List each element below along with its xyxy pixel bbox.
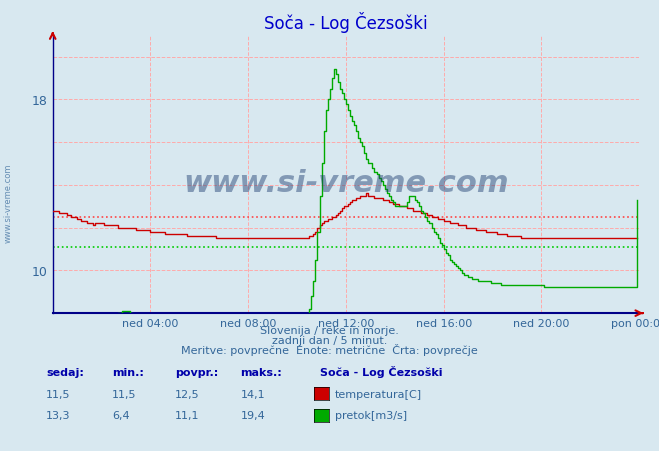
Text: povpr.:: povpr.: bbox=[175, 367, 218, 377]
Text: www.si-vreme.com: www.si-vreme.com bbox=[3, 163, 13, 243]
Text: 13,3: 13,3 bbox=[46, 410, 71, 420]
Text: 14,1: 14,1 bbox=[241, 389, 265, 399]
Title: Soča - Log Čezsoški: Soča - Log Čezsoški bbox=[264, 12, 428, 33]
Text: Soča - Log Čezsoški: Soča - Log Čezsoški bbox=[320, 365, 442, 377]
Text: 19,4: 19,4 bbox=[241, 410, 266, 420]
Text: 12,5: 12,5 bbox=[175, 389, 199, 399]
Text: pretok[m3/s]: pretok[m3/s] bbox=[335, 410, 407, 420]
Text: Meritve: povprečne  Enote: metrične  Črta: povprečje: Meritve: povprečne Enote: metrične Črta:… bbox=[181, 344, 478, 355]
Text: zadnji dan / 5 minut.: zadnji dan / 5 minut. bbox=[272, 336, 387, 345]
Text: maks.:: maks.: bbox=[241, 367, 282, 377]
Text: min.:: min.: bbox=[112, 367, 144, 377]
Text: temperatura[C]: temperatura[C] bbox=[335, 389, 422, 399]
Text: 11,5: 11,5 bbox=[46, 389, 71, 399]
Text: 11,1: 11,1 bbox=[175, 410, 199, 420]
Text: 6,4: 6,4 bbox=[112, 410, 130, 420]
Text: sedaj:: sedaj: bbox=[46, 367, 84, 377]
Text: 11,5: 11,5 bbox=[112, 389, 136, 399]
Text: www.si-vreme.com: www.si-vreme.com bbox=[183, 169, 509, 198]
Text: Slovenija / reke in morje.: Slovenija / reke in morje. bbox=[260, 326, 399, 336]
